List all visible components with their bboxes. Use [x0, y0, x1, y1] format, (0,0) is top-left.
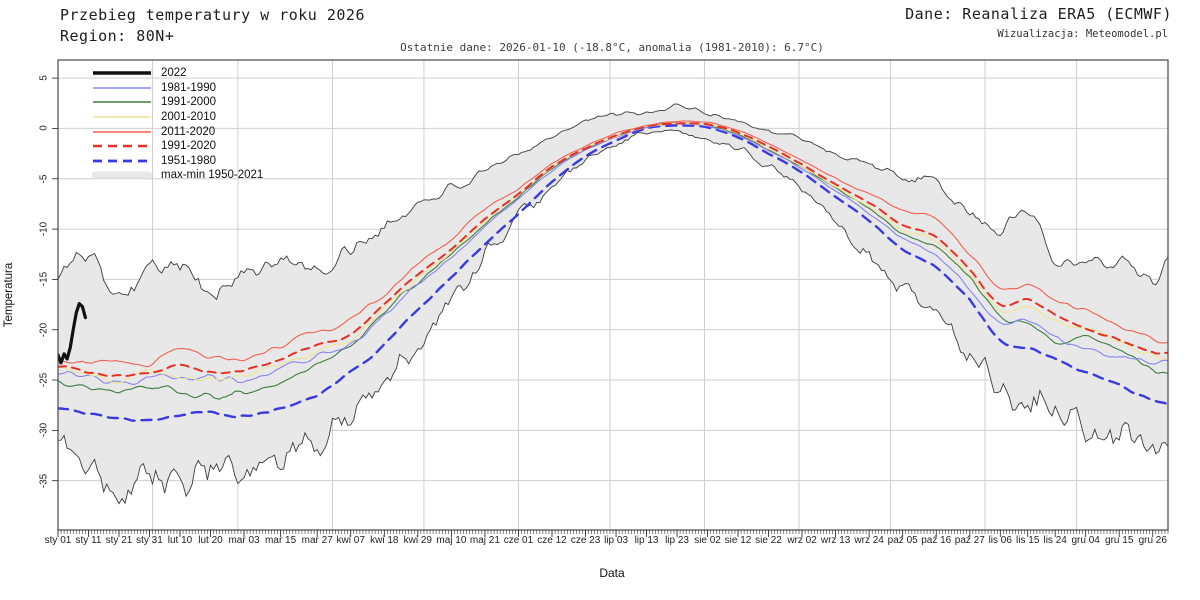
- legend-sample-1951-1980: [93, 159, 151, 163]
- plot-series: [58, 103, 1168, 505]
- x-tick-label: cze 23: [570, 535, 601, 546]
- x-tick-label: paź 05: [887, 535, 918, 546]
- x-tick-label: lip 03: [604, 535, 628, 546]
- series-line-1991-2020: [58, 122, 1168, 377]
- y-tick-label: -20: [38, 322, 50, 337]
- x-tick-label: lut 10: [167, 535, 193, 546]
- x-tick-label: lis 06: [988, 535, 1012, 546]
- legend-label: 1991-2000: [161, 96, 216, 109]
- legend-label: 1991-2020: [161, 140, 216, 153]
- x-tick-label: lip 13: [634, 535, 659, 546]
- series-line-1951-1980: [58, 124, 1168, 422]
- legend-item-2001-2010: 2001-2010: [92, 110, 263, 125]
- y-tick-label: 0: [38, 125, 50, 132]
- x-tick-label: wrz 24: [854, 535, 884, 546]
- series-line-2011-2020: [58, 120, 1168, 368]
- band-lower-line: [58, 129, 1168, 505]
- legend-label: max-min 1950-2021: [161, 169, 264, 182]
- legend-label: 1951-1980: [161, 154, 216, 167]
- legend-item-2022: 2022: [92, 66, 263, 81]
- y-tick-label: -30: [38, 423, 50, 438]
- axis-ticks: [52, 77, 1169, 537]
- x-tick-label: lis 24: [1043, 535, 1067, 546]
- y-axis-title: Temperatura: [3, 262, 15, 328]
- legend-label: 2001-2010: [161, 111, 216, 124]
- x-tick-label: cze 01: [503, 535, 534, 546]
- x-tick-label: mar 15: [265, 535, 297, 546]
- band-max-min-fill: [58, 103, 1168, 504]
- y-tick-label: 5: [38, 75, 50, 81]
- y-tick-label: -5: [38, 174, 50, 184]
- legend-sample-2011-2020: [93, 130, 151, 133]
- x-tick-label: maj 21: [469, 535, 500, 546]
- x-tick-label: wrz 13: [820, 535, 851, 546]
- visualization-credit: Wizualizacja: Meteomodel.pl: [997, 28, 1168, 40]
- x-tick-label: sty 31: [136, 535, 163, 546]
- y-tick-label: -35: [38, 473, 50, 488]
- x-tick-label: mar 27: [301, 535, 333, 546]
- y-tick-label: -25: [38, 372, 50, 388]
- x-tick-label: kwi 07: [336, 535, 365, 546]
- x-tick-label: sty 11: [75, 535, 102, 546]
- x-tick-label: sie 02: [694, 535, 721, 546]
- x-tick-label: gru 04: [1071, 535, 1100, 546]
- y-tick-label: -15: [38, 272, 50, 287]
- band-upper-line: [58, 103, 1168, 301]
- x-tick-label: gru 26: [1138, 535, 1167, 546]
- legend-item-1991-2000: 1991-2000: [92, 95, 263, 110]
- legend-item-band: max-min 1950-2021: [92, 168, 263, 183]
- legend-label: 1981-1990: [161, 81, 216, 94]
- y-tick-label: -10: [38, 221, 50, 237]
- chart-legend: 2022 1981-1990 1991-2000 2001-2010 2011-2020…: [92, 66, 263, 183]
- legend-sample-1991-2000: [93, 101, 151, 104]
- x-tick-label: wrz 02: [787, 535, 817, 546]
- x-tick-label: mar 03: [228, 535, 260, 546]
- x-tick-label: lut 20: [198, 535, 223, 546]
- legend-label: 2022: [161, 67, 187, 80]
- legend-item-1991-2020: 1991-2020: [92, 139, 263, 154]
- x-tick-label: sie 22: [755, 535, 782, 546]
- x-tick-label: sty 21: [105, 535, 133, 546]
- x-tick-label: sty 01: [44, 535, 72, 546]
- data-source-label: Dane: Reanaliza ERA5 (ECMWF): [905, 5, 1172, 23]
- x-axis-title: Data: [599, 566, 625, 580]
- legend-item-1981-1990: 1981-1990: [92, 81, 263, 96]
- region-label: Region: 80N+: [60, 27, 175, 45]
- page-title: Przebieg temperatury w roku 2026: [60, 6, 365, 24]
- x-tick-label: sie 12: [724, 535, 752, 546]
- series-line-2022: [58, 302, 88, 365]
- legend-sample-1981-1990: [93, 87, 151, 89]
- x-tick-label: paź 16: [921, 535, 952, 546]
- x-tick-label: cze 12: [537, 535, 567, 546]
- last-data-subtitle: Ostatnie dane: 2026-01-10 (-18.8°C, anom…: [400, 41, 824, 54]
- legend-sample-2001-2010: [93, 116, 151, 118]
- legend-item-1951-1980: 1951-1980: [92, 154, 263, 169]
- x-tick-label: lis 15: [1016, 535, 1040, 546]
- legend-sample-1991-2020: [93, 145, 151, 148]
- x-tick-label: kwi 18: [370, 535, 399, 546]
- x-tick-label: kwi 29: [403, 535, 433, 546]
- x-tick-label: gru 15: [1105, 535, 1134, 546]
- series-line-1981-1990: [58, 123, 1168, 385]
- x-tick-label: maj 10: [436, 535, 467, 546]
- x-tick-label: lip 23: [665, 535, 689, 546]
- legend-item-2011-2020: 2011-2020: [92, 124, 263, 139]
- legend-sample-2022: [93, 71, 151, 76]
- x-tick-label: paź 27: [954, 535, 985, 546]
- legend-sample-band: [92, 171, 152, 179]
- legend-label: 2011-2020: [161, 125, 216, 138]
